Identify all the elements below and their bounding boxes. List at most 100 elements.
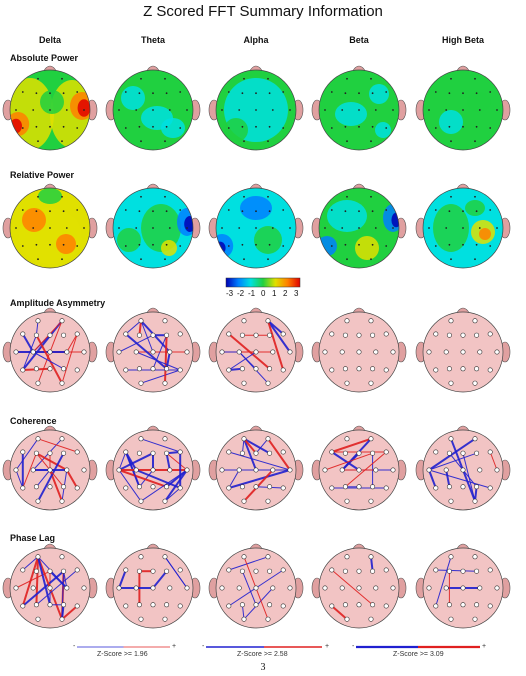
electrode bbox=[239, 450, 245, 456]
electrode-dot bbox=[434, 127, 437, 129]
electrode bbox=[487, 603, 493, 609]
band-label-theta: Theta bbox=[140, 35, 165, 45]
electrode bbox=[460, 602, 466, 608]
electrode bbox=[472, 554, 478, 560]
electrode-dot bbox=[330, 209, 333, 211]
electrode bbox=[167, 349, 173, 355]
electrode-dot bbox=[475, 125, 478, 128]
electrode bbox=[35, 498, 41, 504]
connection-line bbox=[22, 453, 37, 489]
electrode bbox=[368, 498, 374, 504]
electrode bbox=[494, 349, 500, 355]
electrode-dot bbox=[370, 140, 372, 143]
power-blob bbox=[369, 84, 389, 104]
electrode bbox=[30, 585, 36, 591]
electrode bbox=[123, 449, 129, 455]
electrode bbox=[241, 436, 247, 442]
electrode-dot bbox=[118, 109, 120, 111]
power-blob bbox=[355, 236, 379, 260]
electrode-dot bbox=[124, 209, 127, 211]
section-coherence: Coherence bbox=[10, 416, 57, 426]
electrode bbox=[472, 436, 478, 442]
connection-line bbox=[331, 605, 348, 620]
electrode-dot bbox=[489, 209, 492, 211]
electrode bbox=[370, 602, 376, 608]
electrode bbox=[253, 602, 259, 608]
connection-line bbox=[61, 333, 78, 384]
electrode bbox=[138, 554, 144, 560]
electrode bbox=[265, 498, 271, 504]
electrode bbox=[81, 585, 87, 591]
electrode bbox=[344, 318, 350, 324]
electrode bbox=[13, 467, 19, 473]
electrode bbox=[59, 616, 65, 622]
colorbar-tick: 3 bbox=[294, 289, 299, 298]
electrode bbox=[287, 585, 293, 591]
electrode bbox=[150, 568, 156, 574]
electrode bbox=[136, 450, 142, 456]
electrode-dot bbox=[462, 109, 464, 111]
connection-line bbox=[428, 452, 477, 471]
electrode-dot bbox=[462, 92, 464, 95]
electrode bbox=[81, 467, 87, 473]
electrode-dot bbox=[168, 227, 171, 229]
electrode-dot bbox=[358, 227, 360, 229]
electrode-dot bbox=[238, 227, 241, 229]
electrode-dot bbox=[179, 209, 182, 211]
colorbar-tick: -3 bbox=[226, 289, 234, 298]
electrode-dot bbox=[15, 227, 17, 229]
electrode bbox=[370, 568, 376, 574]
electrode-dot bbox=[450, 258, 452, 261]
electrode bbox=[162, 498, 168, 504]
electrode bbox=[265, 380, 271, 386]
connection-line bbox=[243, 438, 257, 454]
electrode-dot bbox=[255, 109, 257, 111]
electrode-dot bbox=[76, 91, 79, 93]
electrode bbox=[184, 349, 190, 355]
electrode-dot bbox=[179, 127, 182, 129]
connection-line bbox=[165, 351, 171, 369]
electrode-dot bbox=[392, 109, 394, 111]
electrode-dot bbox=[370, 258, 372, 261]
connection-line bbox=[164, 335, 168, 384]
electrode bbox=[460, 585, 466, 591]
electrode-dot bbox=[35, 92, 38, 95]
electrode-dot bbox=[341, 109, 344, 111]
electrode bbox=[494, 467, 500, 473]
electrode-dot bbox=[324, 227, 326, 229]
connection-line bbox=[341, 438, 372, 471]
power-blob bbox=[479, 228, 491, 240]
electrode-dot bbox=[462, 125, 464, 128]
connectivity-map bbox=[105, 307, 201, 393]
legend-label-258: Z-Score >= 2.58 bbox=[237, 651, 288, 658]
electrode-dot bbox=[344, 92, 347, 95]
electrode bbox=[35, 318, 41, 324]
electrode bbox=[477, 467, 483, 473]
connection-line bbox=[36, 469, 51, 488]
electrode-dot bbox=[152, 210, 154, 213]
connectivity-map bbox=[415, 307, 511, 393]
electrode-dot bbox=[462, 227, 464, 229]
electrode bbox=[460, 349, 466, 355]
connection-line bbox=[32, 438, 63, 471]
electrode-dot bbox=[32, 227, 35, 229]
electrode bbox=[241, 498, 247, 504]
electrode bbox=[184, 585, 190, 591]
electrode bbox=[219, 349, 225, 355]
electrode bbox=[133, 585, 139, 591]
connectivity-map bbox=[311, 425, 407, 511]
electrode bbox=[342, 366, 348, 372]
electrode bbox=[47, 467, 53, 473]
connection-line bbox=[140, 438, 181, 453]
electrode bbox=[287, 349, 293, 355]
electrode-dot bbox=[221, 227, 223, 229]
electrode bbox=[270, 467, 276, 473]
electrode bbox=[177, 331, 183, 337]
electrode-dot bbox=[135, 227, 138, 229]
electrode bbox=[474, 450, 480, 456]
electrode-dot bbox=[35, 210, 38, 213]
electrode bbox=[446, 484, 452, 490]
head-outline bbox=[112, 69, 194, 151]
electrode bbox=[236, 349, 242, 355]
electrode bbox=[35, 554, 41, 560]
